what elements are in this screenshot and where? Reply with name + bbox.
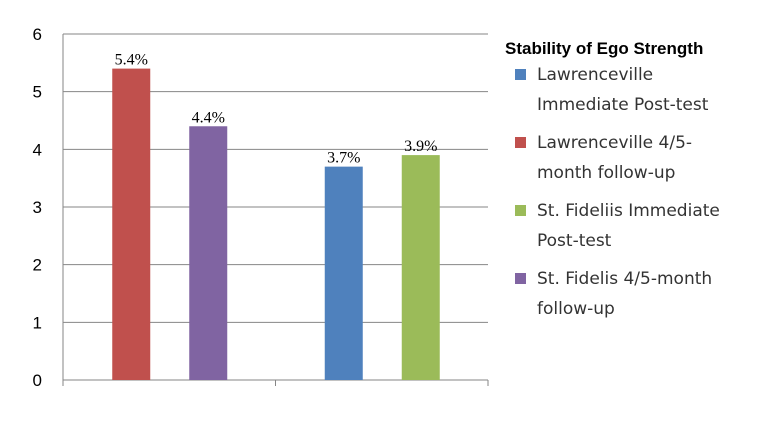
legend-entry-label: Immediate Post-test [537,95,709,115]
legend-entry-label: St. Fideliis Immediate [537,201,720,221]
legend: Stability of Ego Strength Lawrenceville I… [505,39,720,319]
legend-entry-label: St. Fidelis 4/5-month [537,269,712,289]
bar [324,166,363,380]
legend-swatch [515,273,526,284]
legend-entry-label: Lawrenceville [537,65,653,85]
y-tick-label: 2 [33,256,42,275]
bar [112,68,151,380]
y-tick-label: 1 [33,313,42,332]
data-label: 4.4% [192,109,225,126]
y-axis-ticks: 0 1 2 3 4 5 6 [33,25,42,390]
legend-entry-label: follow-up [537,299,615,319]
y-tick-label: 6 [33,25,42,44]
bars [112,68,440,381]
legend-swatch [515,137,526,148]
y-tick-label: 0 [33,371,42,390]
bar [401,155,440,380]
legend-swatch [515,69,526,80]
legend-swatch [515,205,526,216]
legend-entry-label: Post-test [537,231,612,251]
y-tick-label: 3 [33,198,42,217]
data-label: 3.7% [327,150,360,167]
y-tick-label: 5 [33,83,42,102]
legend-entry-label: Lawrenceville 4/5- [537,133,692,153]
bar [189,126,228,381]
data-labels: 5.4% 4.4% 3.7% 3.9% [115,52,438,167]
data-label: 3.9% [404,138,437,155]
y-tick-label: 4 [33,140,42,159]
data-label: 5.4% [115,52,148,69]
legend-entry-label: month follow-up [537,163,675,183]
legend-title: Stability of Ego Strength [505,39,703,58]
